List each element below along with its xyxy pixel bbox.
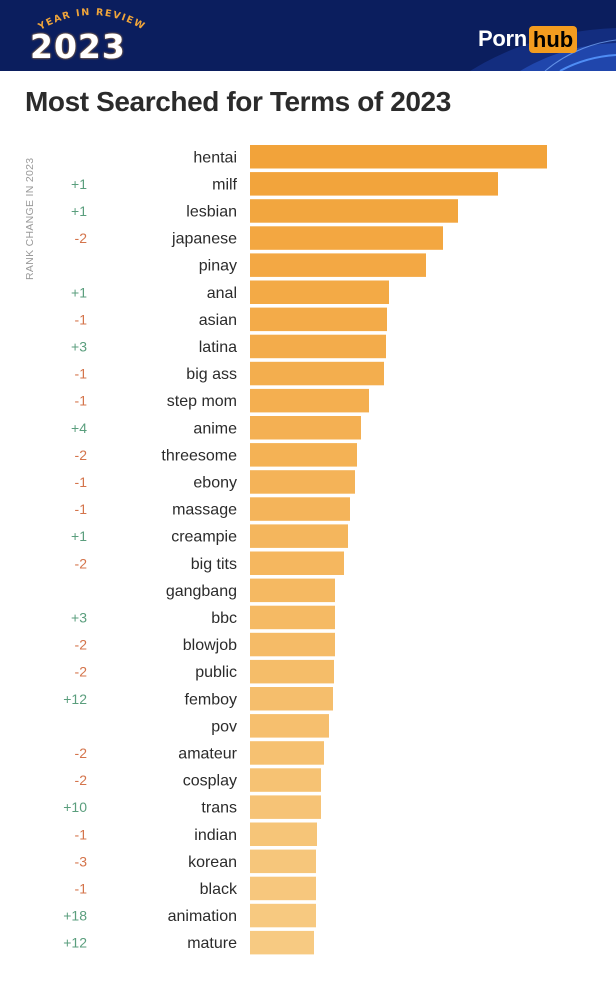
- bar-cosplay: [250, 768, 321, 792]
- bar-massage: [250, 497, 350, 521]
- bar-public: [250, 659, 334, 684]
- rank-change-label: +12: [63, 935, 87, 951]
- rank-change-label: -1: [75, 474, 88, 490]
- bar-step-mom: [250, 388, 369, 413]
- category-label: femboy: [185, 691, 237, 708]
- badge-year: 2023: [30, 27, 126, 66]
- rank-change-label: +1: [71, 528, 87, 544]
- category-label: cosplay: [183, 773, 237, 790]
- rank-change-label: -2: [75, 664, 88, 680]
- category-label: anal: [207, 285, 237, 302]
- bar-trans: [250, 795, 321, 819]
- category-label: pov: [211, 718, 237, 735]
- rank-change-label: -1: [75, 393, 88, 409]
- rank-change-label: -1: [75, 501, 88, 517]
- rank-change-label: +18: [63, 908, 87, 924]
- category-label: black: [200, 881, 238, 898]
- rank-change-label: -1: [75, 311, 88, 327]
- category-label: massage: [172, 502, 237, 519]
- rank-change-label: -1: [75, 880, 88, 896]
- bar-threesome: [250, 443, 357, 467]
- category-label: amateur: [178, 745, 237, 762]
- bar-latina: [250, 334, 386, 359]
- rank-change-label: +4: [71, 420, 87, 436]
- bar-blowjob: [250, 632, 335, 657]
- bar-big-tits: [250, 551, 344, 575]
- bar-animation: [250, 903, 316, 928]
- category-label: milf: [212, 176, 237, 193]
- category-label: hentai: [193, 149, 237, 166]
- category-label: mature: [187, 935, 237, 952]
- bar-bbc: [250, 605, 335, 630]
- category-label: asian: [199, 312, 237, 329]
- rank-change-label: +3: [71, 338, 87, 354]
- rank-change-label: -2: [75, 772, 88, 788]
- bar-japanese: [250, 226, 443, 250]
- rank-change-label: +1: [71, 284, 87, 300]
- category-label: japanese: [171, 231, 237, 248]
- rank-change-label: +10: [63, 799, 87, 815]
- rank-change-label: -1: [75, 826, 88, 842]
- bar-big-ass: [250, 361, 384, 386]
- year-in-review-badge: YEAR IN REVIEW: [36, 7, 146, 33]
- bar-pinay: [250, 253, 426, 277]
- rank-change-label: -1: [75, 366, 88, 382]
- bar-indian: [250, 822, 317, 846]
- bar-gangbang: [250, 578, 335, 603]
- category-label: public: [195, 664, 237, 681]
- bar-creampie: [250, 524, 348, 548]
- category-label: blowjob: [183, 637, 237, 654]
- category-label: threesome: [161, 447, 237, 464]
- category-label: big ass: [186, 366, 237, 383]
- rank-change-label: +1: [71, 176, 87, 192]
- rank-change-label: -3: [75, 853, 88, 869]
- logo-text-left: Porn: [478, 26, 527, 51]
- bar-asian: [250, 307, 387, 332]
- chart-title: Most Searched for Terms of 2023: [25, 86, 451, 117]
- bar-korean: [250, 849, 316, 874]
- category-label: bbc: [211, 610, 237, 627]
- category-label: ebony: [193, 474, 237, 491]
- category-label: step mom: [167, 393, 237, 410]
- category-label: korean: [188, 854, 237, 871]
- rank-change-label: -2: [75, 447, 88, 463]
- bar-hentai: [250, 145, 547, 169]
- category-label: lesbian: [186, 203, 237, 220]
- brand-logo[interactable]: Porn hub: [478, 24, 578, 54]
- report-header: YEAR IN REVIEW 2023 Porn hub: [0, 0, 616, 71]
- rank-change-label: +3: [71, 609, 87, 625]
- rank-change-label: -2: [75, 745, 88, 761]
- bar-amateur: [250, 741, 324, 765]
- rank-change-label: -2: [75, 230, 88, 246]
- bar-ebony: [250, 470, 355, 494]
- category-label: latina: [199, 339, 237, 356]
- category-label: animation: [168, 908, 237, 925]
- category-label: pinay: [199, 258, 237, 275]
- category-label: anime: [193, 420, 237, 437]
- bar-femboy: [250, 687, 333, 711]
- rank-change-label: -2: [75, 637, 88, 653]
- rank-change-label: +12: [63, 691, 87, 707]
- rank-change-label: -2: [75, 555, 88, 571]
- bar-black: [250, 876, 316, 901]
- bar-anal: [250, 280, 389, 304]
- bar-anime: [250, 416, 361, 440]
- bar-lesbian: [250, 199, 458, 223]
- category-label: big tits: [191, 556, 237, 573]
- bar-milf: [250, 172, 498, 196]
- category-label: indian: [194, 827, 237, 844]
- category-label: creampie: [171, 529, 237, 546]
- bar-pov: [250, 714, 329, 738]
- bar-mature: [250, 930, 314, 955]
- category-label: trans: [201, 800, 237, 817]
- category-label: gangbang: [166, 583, 237, 600]
- rank-change-label: +1: [71, 203, 87, 219]
- logo-text-right: hub: [528, 25, 578, 53]
